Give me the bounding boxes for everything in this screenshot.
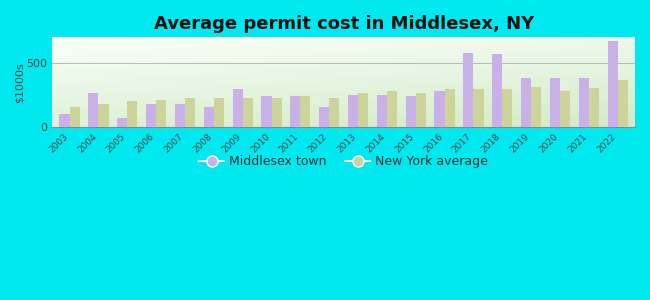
- Bar: [59, 114, 70, 127]
- Bar: [117, 118, 127, 127]
- Bar: [578, 78, 589, 127]
- Bar: [492, 54, 502, 127]
- Bar: [233, 89, 242, 127]
- Bar: [463, 53, 473, 127]
- Bar: [127, 101, 137, 127]
- Bar: [291, 96, 300, 127]
- Bar: [319, 107, 329, 127]
- Bar: [434, 91, 445, 127]
- Bar: [175, 104, 185, 127]
- Bar: [242, 98, 253, 127]
- Bar: [261, 96, 272, 127]
- Bar: [618, 80, 628, 127]
- Bar: [608, 41, 617, 127]
- Bar: [521, 78, 531, 127]
- Bar: [502, 89, 512, 127]
- Bar: [550, 78, 560, 127]
- Bar: [358, 93, 368, 127]
- Bar: [387, 91, 397, 127]
- Y-axis label: $1000s: $1000s: [15, 62, 25, 103]
- Bar: [473, 89, 484, 127]
- Bar: [156, 100, 166, 127]
- Bar: [445, 89, 455, 127]
- Bar: [560, 91, 570, 127]
- Bar: [531, 87, 541, 127]
- Bar: [272, 98, 281, 127]
- Bar: [70, 107, 80, 127]
- Bar: [203, 107, 214, 127]
- Bar: [98, 103, 109, 127]
- Bar: [589, 88, 599, 127]
- Legend: Middlesex town, New York average: Middlesex town, New York average: [194, 150, 493, 173]
- Bar: [214, 98, 224, 127]
- Bar: [377, 95, 387, 127]
- Bar: [416, 93, 426, 127]
- Bar: [348, 94, 358, 127]
- Bar: [146, 103, 156, 127]
- Bar: [406, 96, 416, 127]
- Bar: [88, 93, 98, 127]
- Bar: [185, 98, 195, 127]
- Title: Average permit cost in Middlesex, NY: Average permit cost in Middlesex, NY: [153, 15, 534, 33]
- Bar: [300, 96, 311, 127]
- Bar: [329, 98, 339, 127]
